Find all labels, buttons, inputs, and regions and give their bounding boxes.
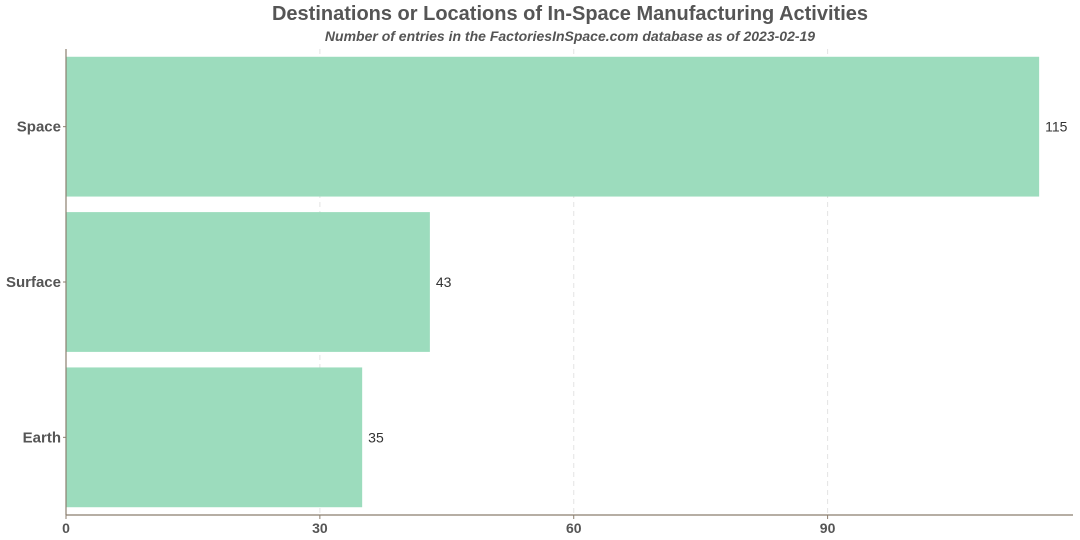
labels: Space 115 Surface 43 Earth 35 0 30 60 90 xyxy=(6,119,1068,536)
axes xyxy=(63,49,1073,519)
bars xyxy=(66,56,1040,508)
x-tick-label-60: 60 xyxy=(566,520,582,536)
chart-subtitle: Number of entries in the FactoriesInSpac… xyxy=(324,28,816,44)
category-label-space: Space xyxy=(17,119,61,136)
x-tick-label-30: 30 xyxy=(312,520,328,536)
bar-space xyxy=(66,56,1040,197)
category-label-earth: Earth xyxy=(23,429,61,446)
category-label-surface: Surface xyxy=(6,274,61,291)
x-tick-label-90: 90 xyxy=(820,520,836,536)
value-label-earth: 35 xyxy=(368,429,384,445)
bar-surface xyxy=(66,212,430,352)
bar-earth xyxy=(66,367,363,508)
x-tick-label-0: 0 xyxy=(62,520,70,536)
value-label-space: 115 xyxy=(1045,119,1068,135)
value-label-surface: 43 xyxy=(436,274,452,290)
chart-title: Destinations or Locations of In-Space Ma… xyxy=(271,3,868,25)
